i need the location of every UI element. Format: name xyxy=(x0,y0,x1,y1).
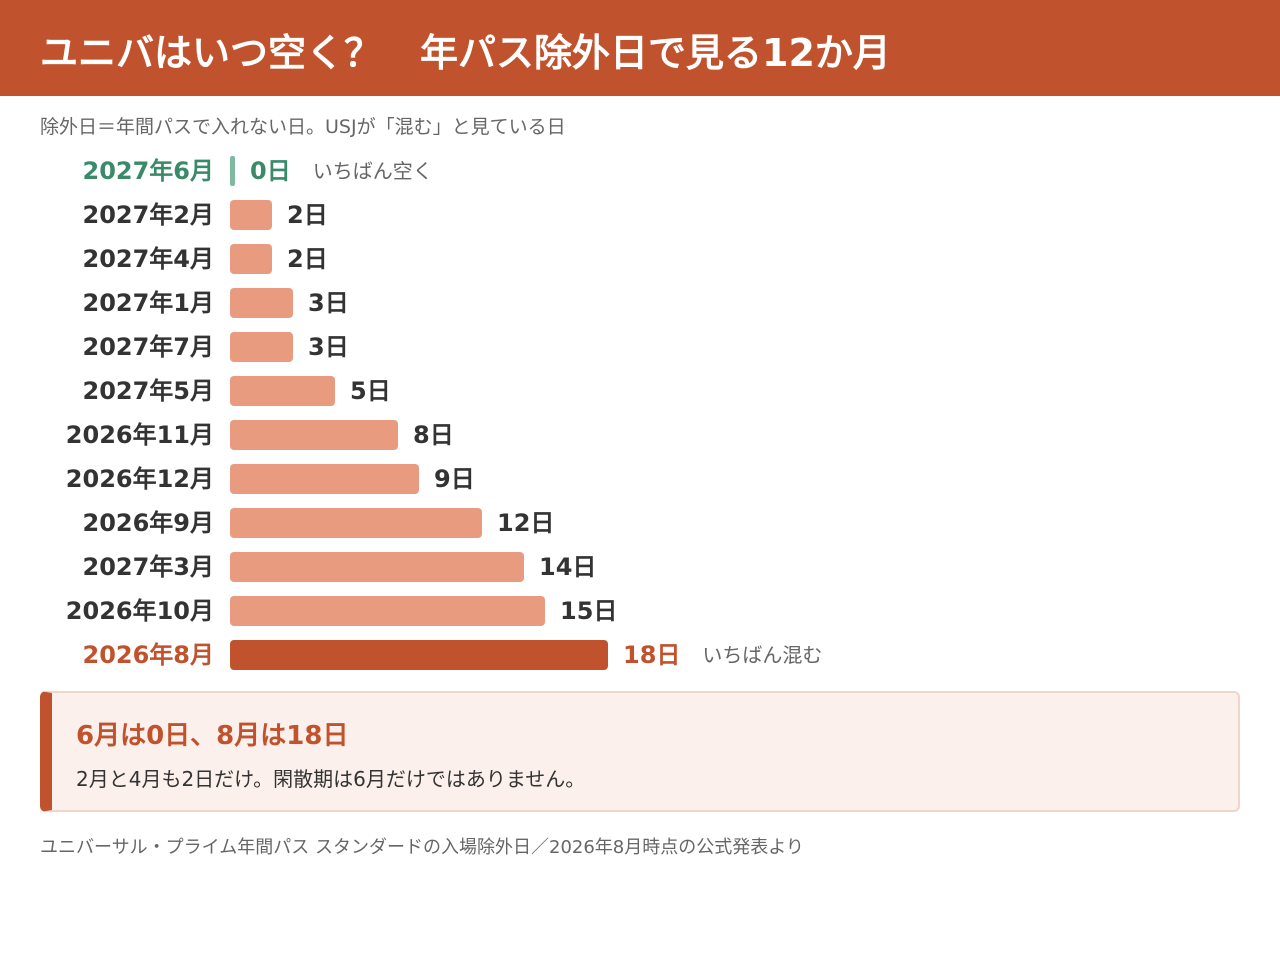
category-label: 2027年5月 xyxy=(83,377,215,405)
category-label: 2027年1月 xyxy=(83,289,215,317)
value-label: 14日 xyxy=(539,553,596,581)
annotation-label: いちばん空く xyxy=(313,159,433,183)
category-label: 2026年8月 xyxy=(83,641,215,669)
category-label: 2026年12月 xyxy=(66,465,214,493)
value-label: 2日 xyxy=(287,245,328,273)
annotation-label: いちばん混む xyxy=(702,643,822,667)
header-banner: ユニバはいつ空く？ 年パス除外日で見る12か月 xyxy=(0,0,1280,96)
bar xyxy=(230,640,608,670)
bar xyxy=(230,464,419,494)
value-label: 3日 xyxy=(308,289,349,317)
value-label: 18日 xyxy=(623,641,680,669)
value-label: 5日 xyxy=(350,377,391,405)
bar xyxy=(230,200,272,230)
bar xyxy=(230,288,293,318)
category-label: 2027年4月 xyxy=(83,245,215,273)
category-label: 2026年10月 xyxy=(66,597,214,625)
bar xyxy=(230,156,235,186)
value-label: 12日 xyxy=(497,509,554,537)
category-label: 2027年3月 xyxy=(83,553,215,581)
value-label: 3日 xyxy=(308,333,349,361)
bar xyxy=(230,552,524,582)
callout-body: 2月と4月も2日だけ。閑散期は6月だけではありません。 xyxy=(76,767,586,791)
value-label: 15日 xyxy=(560,597,617,625)
page-subtitle: 除外日＝年間パスで入れない日。USJが「混む」と見ている日 xyxy=(40,116,566,138)
value-label: 8日 xyxy=(413,421,454,449)
category-label: 2027年7月 xyxy=(83,333,215,361)
callout-box: 6月は0日、8月は18日 2月と4月も2日だけ。閑散期は6月だけではありません。 xyxy=(40,691,1240,812)
category-label: 2027年2月 xyxy=(83,201,215,229)
bar xyxy=(230,508,482,538)
callout-title: 6月は0日、8月は18日 xyxy=(76,721,349,751)
value-label: 0日 xyxy=(250,157,291,185)
value-label: 9日 xyxy=(434,465,475,493)
bar xyxy=(230,376,335,406)
category-label: 2026年11月 xyxy=(66,421,214,449)
bar xyxy=(230,244,272,274)
page-title: ユニバはいつ空く？ 年パス除外日で見る12か月 xyxy=(40,31,891,75)
bar-chart: 2027年6月 0日 いちばん空く 2027年2月 2日 2027年4月 2日 2027年1月… xyxy=(66,156,822,670)
bar xyxy=(230,420,398,450)
category-label: 2027年6月 xyxy=(83,157,215,185)
source-note: ユニバーサル・プライム年間パス スタンダードの入場除外日／2026年8月時点の公… xyxy=(40,837,804,858)
bar xyxy=(230,332,293,362)
bar xyxy=(230,596,545,626)
category-label: 2026年9月 xyxy=(83,509,215,537)
value-label: 2日 xyxy=(287,201,328,229)
